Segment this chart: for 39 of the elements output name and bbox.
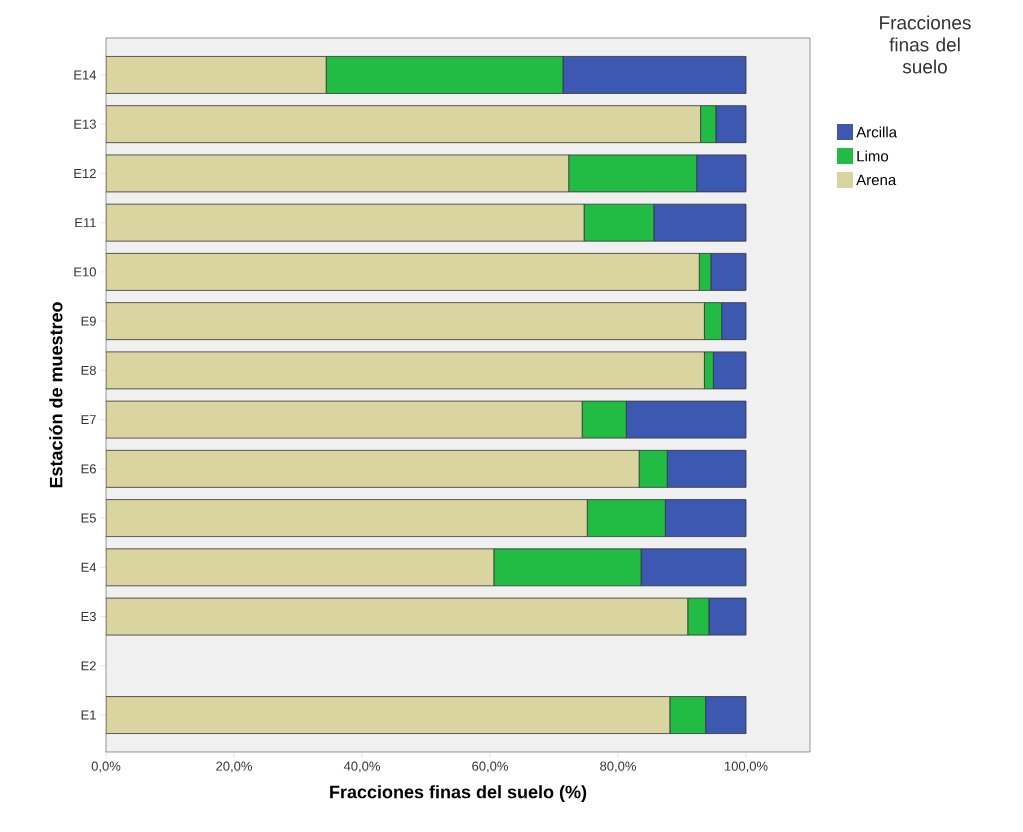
legend-title: Fracciones finas del suelo (880, 15, 971, 74)
bar (106, 154, 570, 193)
y-tick-label: E12 (74, 168, 96, 178)
y-axis-title: Estación de muestreo (49, 302, 63, 488)
y-tick-label: E8 (81, 365, 96, 375)
x-tick-label: 100,0% (724, 761, 768, 773)
bar (106, 351, 705, 390)
bar (106, 252, 700, 291)
x-tick-label: 0,0% (91, 761, 121, 773)
bar (106, 105, 701, 144)
bar (106, 499, 588, 537)
bar (106, 449, 640, 488)
bar (106, 56, 327, 94)
y-tick-label: E6 (81, 464, 96, 474)
bar (106, 203, 585, 242)
x-tick-label: 40,0% (343, 761, 380, 773)
y-tick-label: E10 (74, 267, 96, 277)
legend-label: Arcilla (856, 126, 898, 138)
bar (106, 302, 705, 341)
y-tick-label: E13 (74, 119, 96, 129)
legend-label: Arena (856, 174, 897, 186)
x-axis-title: Fracciones finas del suelo (%) (330, 785, 587, 802)
y-tick-label: E9 (81, 316, 96, 326)
y-tick-label: E3 (81, 611, 96, 622)
bar (106, 548, 495, 587)
x-tick-label: 20,0% (216, 761, 252, 773)
x-tick-label: 60,0% (472, 761, 508, 773)
y-tick-label: E11 (75, 218, 96, 228)
y-tick-label: E4 (81, 562, 97, 572)
y-tick-label: E5 (81, 513, 96, 523)
y-tick-label: E14 (74, 70, 97, 80)
y-tick-label: E7 (81, 415, 96, 425)
bar (106, 597, 689, 636)
y-tick-label: E2 (81, 661, 96, 671)
bar (106, 696, 671, 734)
x-tick-label: 80,0% (600, 761, 636, 773)
legend-label: Limo (857, 150, 889, 162)
y-tick-label: E1 (81, 710, 96, 720)
bar (106, 400, 583, 439)
